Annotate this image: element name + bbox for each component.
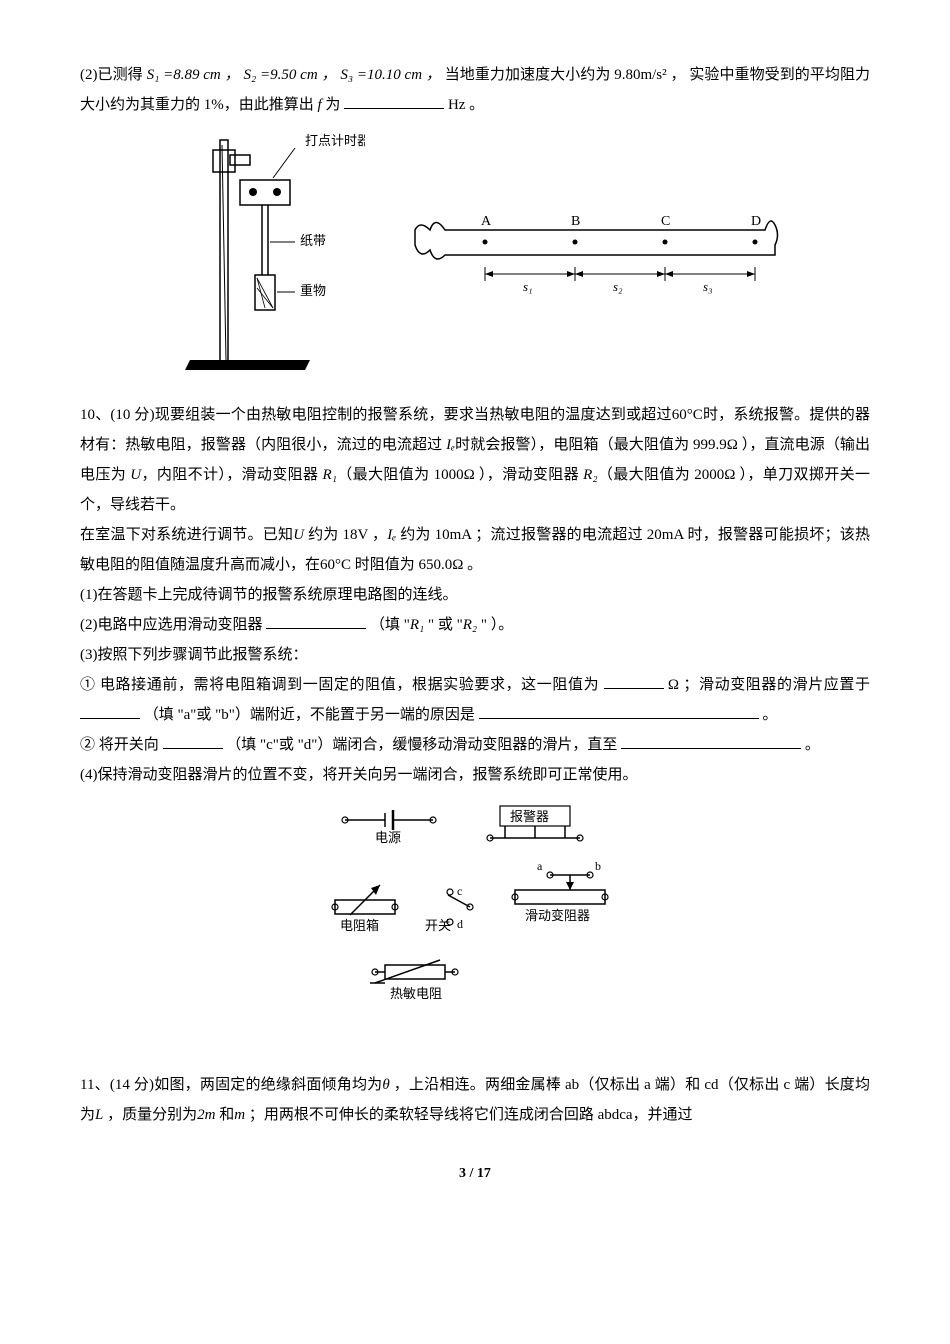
q10-sub3: (3)按照下列步骤调节此报警系统： [80,640,870,670]
svg-text:B: B [571,214,580,229]
svg-text:c: c [457,884,462,898]
svg-text:滑动变阻器: 滑动变阻器 [525,908,590,923]
svg-text:打点计时器: 打点计时器 [305,133,365,148]
q10-sub3-2: ② 将开关向 （填 "c"或 "d"）端闭合，缓慢移动滑动变阻器的滑片，直至 。 [80,730,870,760]
svg-text:s₃: s₃ [703,279,713,294]
svg-text:s₁: s₁ [523,279,533,294]
q11-para: 11、(14 分)如图，两固定的绝缘斜面倾角均为θ ，上沿相连。两细金属棒 ab… [80,1070,870,1130]
svg-text:开关: 开关 [425,918,451,933]
apparatus-diagram: 打点计时器 纸带 重物 [165,130,365,380]
svg-text:C: C [661,214,670,229]
page-number: 3 / 17 [80,1160,870,1188]
svg-text:a: a [537,859,543,873]
q10-para1: 10、(10 分)现要组装一个由热敏电阻控制的报警系统，要求当热敏电阻的温度达到… [80,400,870,520]
blank-frequency [344,108,444,109]
circuit-diagram: 电源 报警器 a b 滑动变阻器 电阻箱 c d [275,800,675,1020]
tape-diagram: A B C D s₁ s₂ s₃ [405,195,785,315]
q10-sub1: (1)在答题卡上完成待调节的报警系统原理电路图的连线。 [80,580,870,610]
q10-sub3-1: ① 电路接通前，需将电阻箱调到一固定的阻值，根据实验要求，这一阻值为 Ω ；滑动… [80,670,870,730]
blank-cd [163,748,223,749]
circuit-diagram-wrapper: 电源 报警器 a b 滑动变阻器 电阻箱 c d [80,800,870,1020]
svg-text:电阻箱: 电阻箱 [340,918,379,933]
svg-text:纸带: 纸带 [300,233,326,248]
q10-sub4: (4)保持滑动变阻器滑片的位置不变，将开关向另一端闭合，报警系统即可正常使用。 [80,760,870,790]
blank-rheostat-choice [266,628,366,629]
figure-apparatus-tape: 打点计时器 纸带 重物 A B C D [80,130,870,380]
svg-text:报警器: 报警器 [510,809,549,824]
svg-text:d: d [457,917,463,931]
svg-text:s₂: s₂ [613,279,623,294]
svg-text:D: D [751,214,761,229]
blank-until [621,748,801,749]
svg-text:b: b [595,859,601,873]
blank-ab [80,718,140,719]
svg-text:重物: 重物 [300,283,326,298]
blank-resistance [604,688,664,689]
q10-sub2: (2)电路中应选用滑动变阻器 （填 "R₁ " 或 "R₂ " ）。 [80,610,870,640]
svg-text:热敏电阻: 热敏电阻 [390,986,442,1001]
svg-text:A: A [481,214,492,229]
svg-text:电源: 电源 [375,830,401,845]
para-q2: (2)已测得 S₁ =8.89 cm ， S₂ =9.50 cm ， S₃ =1… [80,60,870,120]
q10-para2: 在室温下对系统进行调节。已知U 约为 18V ，Iₑ 约为 10mA ；流过报警… [80,520,870,580]
blank-reason [479,718,759,719]
